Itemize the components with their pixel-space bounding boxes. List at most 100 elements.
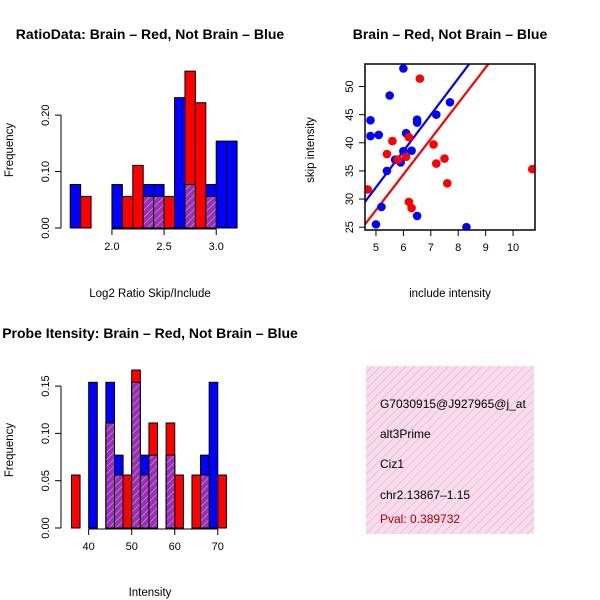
intensity-histogram-x-tick-label: 50 <box>126 541 138 553</box>
scatter-point-brain <box>440 154 449 163</box>
scatter-point-not-brain <box>385 91 394 100</box>
scatter-point-not-brain <box>382 166 392 176</box>
scatter-ylabel: skip intensity <box>305 117 317 183</box>
scatter-clip-region <box>365 64 535 230</box>
ratio-histogram-bar-overlap-hatch <box>205 195 217 229</box>
ratio-histogram-bar-brain <box>121 195 134 229</box>
scatter-point-brain <box>401 152 411 162</box>
scatter-y-tick-label: 45 <box>344 109 356 121</box>
ratio-histogram-y-tick-label: 0.00 <box>40 217 52 238</box>
ratio-histogram-bar-overlap-hatch <box>184 184 196 229</box>
scatter-point-not-brain <box>445 97 455 107</box>
scatter-point-brain <box>365 185 373 194</box>
intensity-histogram-bar-brain <box>70 474 81 529</box>
intensity-histogram-bar-overlap-hatch <box>148 454 159 529</box>
scatter-point-brain <box>442 178 452 188</box>
intensity-histogram-bar-overlap-hatch <box>165 454 176 529</box>
ratio-histogram-bar-brain <box>194 102 207 229</box>
scatter-x-tick-label: 10 <box>507 242 519 254</box>
event-type: alt3Prime <box>380 427 431 441</box>
scatter-point-brain <box>393 155 403 164</box>
scatter-point-not-brain <box>407 146 416 155</box>
probe-id: G7030915@J927965@j_at <box>380 397 526 411</box>
pval-text: Pval: 0.389732 <box>380 512 460 526</box>
ratio-histogram-bar-not-brain <box>226 140 238 229</box>
scatter-x-tick-label: 6 <box>400 242 406 254</box>
ratio-histogram-bar-brain <box>163 195 176 229</box>
scatter-x-tick-label: 5 <box>373 242 379 254</box>
intensity-scatter: Brain – Red, Not Brain – Blue include in… <box>305 26 547 300</box>
scatter-y-tick-label: 30 <box>344 193 356 205</box>
scatter-plot-frame <box>364 63 536 231</box>
scatter-x-tick-label: 9 <box>483 242 489 254</box>
ratio-histogram-title: RatioData: Brain – Red, Not Brain – Blue <box>16 26 285 42</box>
scatter-point-brain <box>527 164 535 174</box>
scatter-x-tick-label: 7 <box>428 242 434 254</box>
intensity-histogram-x-tick-label: 40 <box>83 541 95 553</box>
scatter-point-brain <box>415 74 425 83</box>
intensity-histogram-x-tick-label: 70 <box>212 541 224 553</box>
scatter-point-brain <box>388 136 397 146</box>
scatter-point-brain <box>431 159 441 168</box>
scatter-y-tick-label: 25 <box>344 221 356 233</box>
intensity-histogram-bar-brain <box>191 474 202 529</box>
scatter-point-not-brain <box>374 130 384 140</box>
intensity-histogram-bar-not-brain <box>88 381 98 529</box>
ratio-histogram-y-tick-label: 0.10 <box>40 161 52 182</box>
intensity-histogram-y-tick-label: 0.15 <box>40 375 52 396</box>
scatter-point-not-brain <box>371 220 381 229</box>
scatter-point-not-brain <box>431 110 441 119</box>
ratio-histogram: RatioData: Brain – Red, Not Brain – Blue… <box>4 26 284 300</box>
scatter-point-brain <box>407 203 416 213</box>
intensity-histogram-bar-overlap-hatch <box>105 422 115 529</box>
scatter-point-not-brain <box>412 115 422 125</box>
ratio-histogram-xlabel: Log2 Ratio Skip/Include <box>89 288 210 300</box>
ratio-histogram-bar-brain <box>80 195 92 229</box>
scatter-point-not-brain <box>366 131 375 141</box>
scatter-point-brain <box>404 132 414 142</box>
intensity-histogram-y-tick-label: 0.05 <box>40 470 52 491</box>
intensity-histogram-bar-brain <box>122 474 133 529</box>
intensity-histogram-title: Probe Itensity: Brain – Red, Not Brain –… <box>2 325 298 341</box>
scatter-point-not-brain <box>462 222 471 230</box>
scatter-y-tick-label: 35 <box>344 165 356 177</box>
scatter-y-tick-label: 40 <box>344 137 356 149</box>
ratio-histogram-ylabel: Frequency <box>4 123 16 178</box>
ratio-histogram-bar-not-brain <box>69 184 82 229</box>
ratio-histogram-x-tick-label: 3.0 <box>209 241 224 253</box>
scatter-fit-line-brain <box>365 64 490 226</box>
intensity-histogram-y-tick-label: 0.10 <box>40 423 52 444</box>
scatter-title: Brain – Red, Not Brain – Blue <box>353 26 548 42</box>
intensity-histogram-x-tick-label: 60 <box>169 541 181 553</box>
intensity-histogram-bar-not-brain <box>208 381 219 529</box>
ratio-histogram-bar-brain <box>132 164 144 229</box>
ratio-histogram-bar-overlap-hatch <box>142 195 155 229</box>
ratio-histogram-bar-not-brain <box>215 140 228 229</box>
gene-name: Ciz1 <box>380 457 404 471</box>
intensity-histogram-axes: 40 50 60 70 0.00 0.05 0.10 0.15 <box>40 375 224 553</box>
intensity-histogram-bar-brain <box>174 474 184 529</box>
scatter-point-brain <box>382 149 392 159</box>
intensity-histogram-ylabel: Frequency <box>4 423 16 478</box>
scatter-xlabel: include intensity <box>409 288 491 300</box>
intensity-histogram-y-tick-label: 0.00 <box>40 517 52 538</box>
scatter-point-not-brain <box>366 115 375 125</box>
ratio-histogram-x-tick-label: 2.0 <box>104 241 119 253</box>
genomic-location: chr2.13867–1.15 <box>380 488 470 502</box>
intensity-histogram-bar-overlap-hatch <box>139 474 150 529</box>
intensity-histogram: Probe Itensity: Brain – Red, Not Brain –… <box>2 325 298 599</box>
ratio-histogram-bar-not-brain <box>174 97 186 229</box>
intensity-histogram-xlabel: Intensity <box>129 587 172 599</box>
ratio-histogram-y-tick-label: 0.20 <box>40 104 52 125</box>
scatter-point-not-brain <box>412 211 422 221</box>
ratio-histogram-bars <box>69 70 238 229</box>
scatter-axes: 5 6 7 8 9 10 25 30 35 40 45 50 <box>344 63 536 254</box>
intensity-histogram-bar-overlap-hatch <box>131 381 141 529</box>
ratio-histogram-bar-not-brain <box>111 184 123 229</box>
info-panel-text-clip: G7030915@J927965@j_at alt3Prime Ciz1 chr… <box>380 397 526 526</box>
probe-info-panel: G7030915@J927965@j_at alt3Prime Ciz1 chr… <box>366 366 534 534</box>
ratio-histogram-bar-overlap-hatch <box>153 195 165 229</box>
intensity-histogram-bar-overlap-hatch <box>200 474 210 529</box>
intensity-histogram-bar-overlap-hatch <box>113 474 124 529</box>
